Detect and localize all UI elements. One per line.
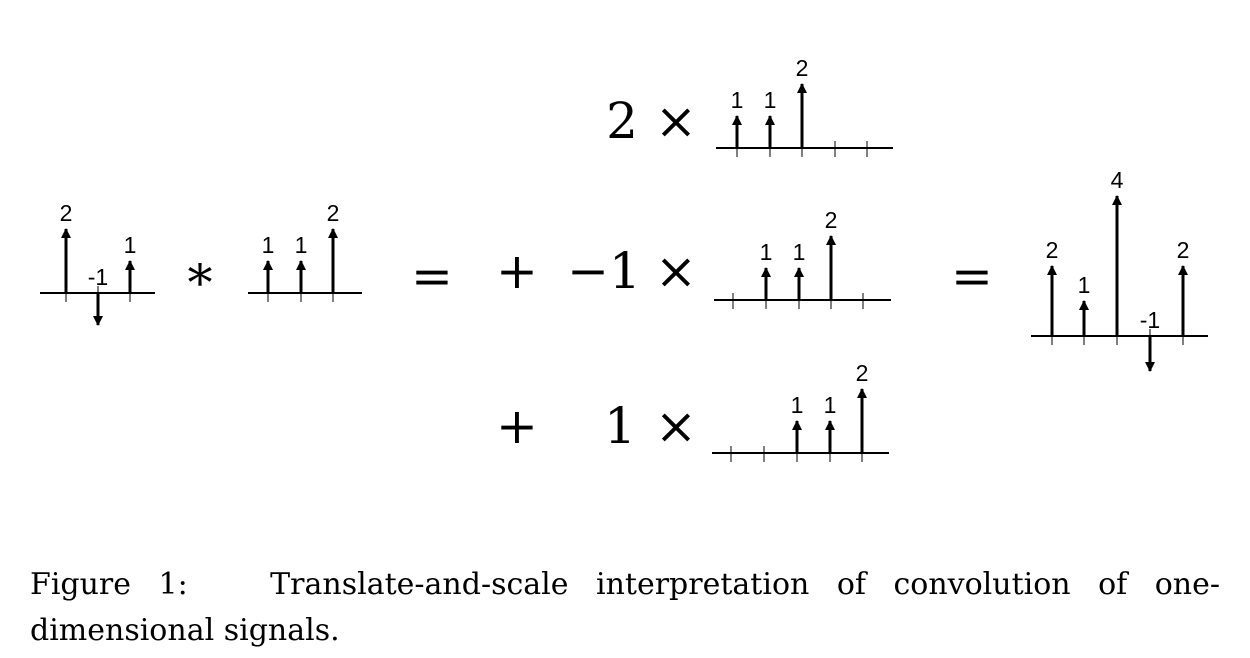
stem-label-4: 2: [1177, 237, 1190, 263]
caption-line-1: Figure 1: Translate-and-scale interpreta…: [30, 562, 1220, 608]
stem-label-2: 1: [124, 232, 137, 258]
term-2-times: ×: [655, 242, 697, 300]
stem-label-3: -1: [1140, 307, 1160, 333]
stem-label-0: 2: [60, 200, 73, 226]
stem-label-1: 1: [764, 87, 777, 113]
input-signal-plot: 2 -1 1: [40, 200, 155, 326]
stem-label-1: -1: [88, 264, 108, 290]
caption-line-2: dimensional signals.: [30, 613, 340, 648]
term-1-shifted-kernel: 1 12: [716, 55, 893, 157]
kernel-signal-plot: 1 12: [248, 200, 362, 302]
stem-label-0: 2: [1046, 237, 1059, 263]
term-2-plus: +: [496, 242, 538, 300]
stem-label-2: 4: [1111, 167, 1124, 193]
equals-sign-right: =: [951, 247, 993, 305]
term-2-scale: −1: [567, 242, 641, 300]
stem-label-0: 1: [760, 239, 773, 265]
term-3-shifted-kernel: 1 12: [712, 360, 889, 462]
term-3-times: ×: [655, 397, 697, 455]
stem-label-2: 2: [327, 200, 340, 226]
stem-label-2: 2: [825, 207, 838, 233]
stem-label-1: 1: [295, 232, 308, 258]
stem-label-0: 1: [791, 392, 804, 418]
stem-label-1: 1: [793, 239, 806, 265]
term-3-scale: 1: [604, 397, 636, 455]
term-2-shifted-kernel: 1 12: [714, 207, 891, 309]
stem-label-2: 2: [856, 360, 869, 386]
equals-sign-left: =: [411, 247, 453, 305]
term-1-scale: 2: [606, 92, 638, 150]
stem-label-0: 1: [731, 87, 744, 113]
term-1-times: ×: [655, 92, 697, 150]
stem-label-1: 1: [1078, 272, 1091, 298]
term-3-plus: +: [496, 397, 538, 455]
result-signal-plot: 214-12: [1031, 167, 1208, 372]
stem-label-2: 2: [796, 55, 809, 81]
figure-caption: Figure 1: Translate-and-scale interpreta…: [30, 562, 1220, 654]
caption-text-1: Translate-and-scale interpretation of co…: [270, 567, 1220, 602]
stem-label-0: 1: [262, 232, 275, 258]
caption-prefix: Figure 1:: [30, 567, 188, 602]
stem-label-1: 1: [824, 392, 837, 418]
convolve-operator: ∗: [183, 244, 217, 302]
